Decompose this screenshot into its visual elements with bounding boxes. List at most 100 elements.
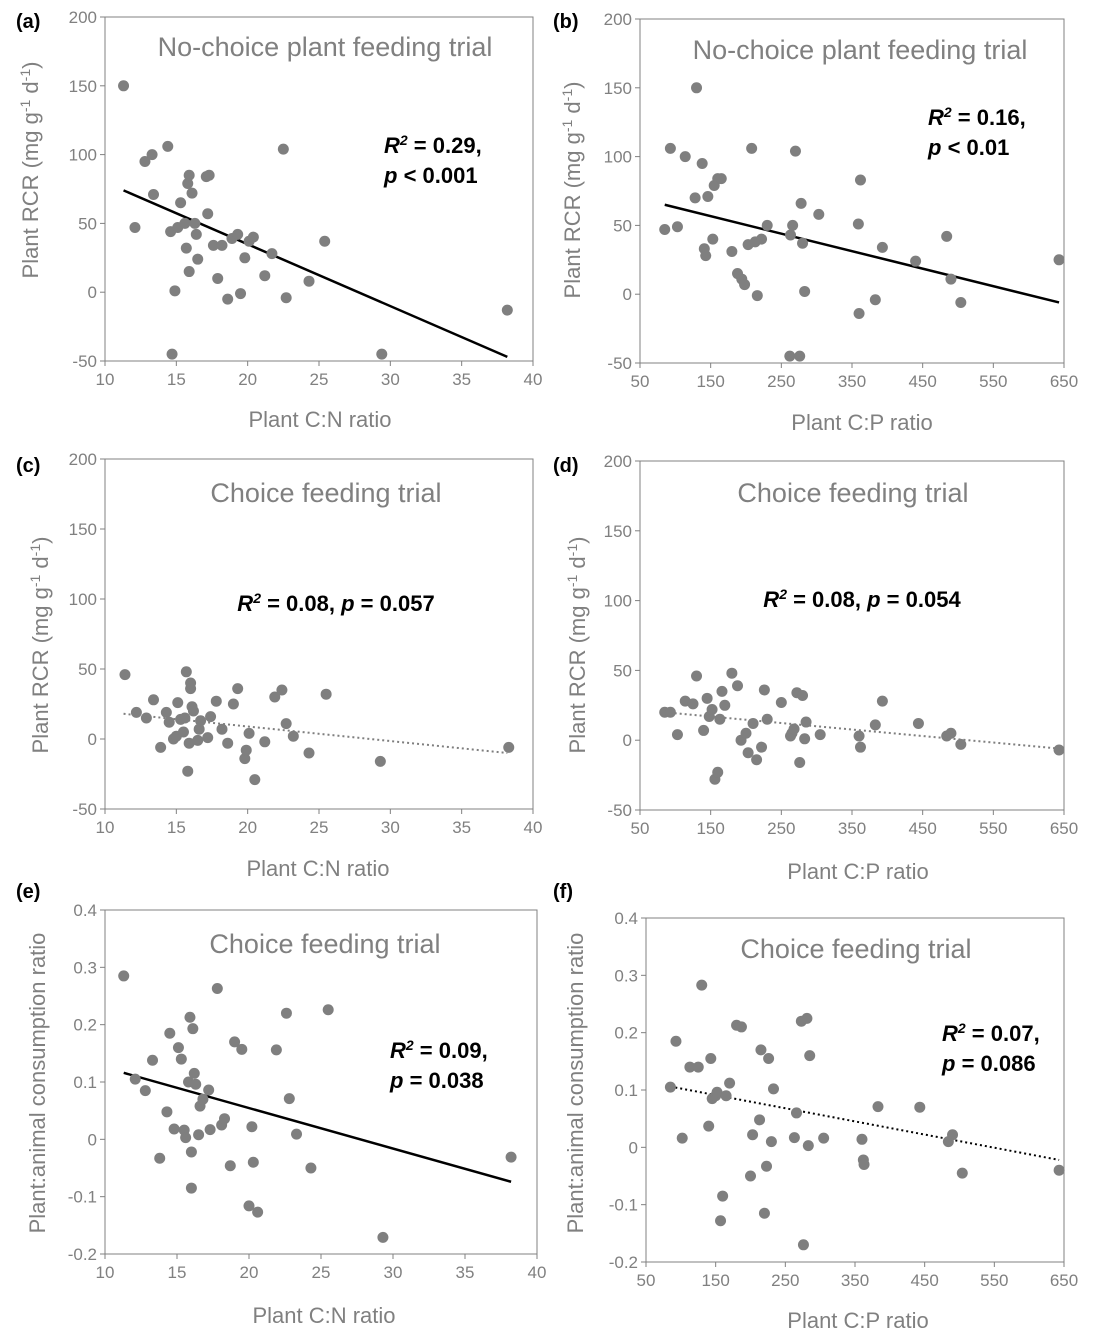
- x-tick-label: 350: [838, 372, 866, 391]
- y-tick-label: 0.3: [614, 966, 638, 985]
- data-point: [227, 698, 239, 710]
- y-tick-label: 50: [613, 661, 632, 680]
- data-point: [119, 669, 131, 681]
- data-point: [720, 1090, 732, 1102]
- stat-annotation: p < 0.001: [383, 163, 478, 188]
- stat-annotation: p < 0.01: [927, 135, 1009, 160]
- data-point: [797, 237, 809, 249]
- data-point: [756, 233, 768, 245]
- data-point: [687, 698, 699, 710]
- data-point: [216, 723, 228, 735]
- panel-label: (f): [553, 881, 573, 903]
- data-point: [664, 142, 676, 154]
- data-point: [659, 224, 671, 236]
- data-point: [691, 82, 703, 94]
- data-point: [799, 733, 811, 745]
- data-point: [187, 1023, 199, 1035]
- y-tick-label: 0.2: [614, 1024, 638, 1043]
- data-point: [756, 741, 768, 753]
- y-tick-label: -0.2: [68, 1245, 97, 1264]
- data-point: [707, 233, 719, 245]
- data-point: [182, 765, 194, 777]
- data-point: [179, 712, 191, 724]
- data-point: [229, 1036, 241, 1048]
- x-tick-label: 15: [167, 818, 186, 837]
- panel-title: No-choice plant feeding trial: [158, 32, 493, 62]
- y-tick-label: 150: [69, 520, 97, 539]
- x-tick-label: 35: [456, 1263, 475, 1282]
- stat-annotation: p = 0.086: [941, 1051, 1036, 1076]
- data-point: [185, 1182, 197, 1194]
- data-point: [1053, 1164, 1065, 1176]
- data-point: [259, 736, 271, 748]
- data-point: [726, 246, 738, 258]
- data-point: [222, 737, 234, 749]
- stat-annotation: R2 = 0.08, p = 0.057: [237, 590, 434, 616]
- data-point: [676, 1132, 688, 1144]
- data-point: [869, 719, 881, 731]
- x-tick-label: 550: [980, 1271, 1008, 1290]
- x-tick-label: 650: [1050, 1271, 1078, 1290]
- data-point: [377, 1231, 389, 1243]
- data-point: [175, 197, 187, 209]
- data-point: [691, 670, 703, 682]
- panel-c: -50 0 50 100 150 200 10 15 20 25 30 35 40 (c) Choice f…: [16, 450, 542, 881]
- data-point: [203, 169, 215, 181]
- data-point: [664, 1081, 676, 1093]
- data-point: [735, 1021, 747, 1033]
- data-point: [775, 697, 787, 709]
- data-point: [172, 1042, 184, 1054]
- plot-frame: [639, 18, 1065, 364]
- data-point: [797, 690, 809, 702]
- x-axis-label: Plant C:P ratio: [791, 410, 932, 435]
- plot-frame: [104, 16, 534, 362]
- y-axis-label: Plant RCR (mg g-1 d-1): [17, 62, 43, 279]
- stat-annotation: R2 = 0.29,: [384, 132, 482, 158]
- data-point: [162, 140, 174, 152]
- trend-line: [123, 712, 508, 754]
- x-tick-label: 10: [96, 370, 115, 389]
- data-point: [804, 1050, 816, 1062]
- y-tick-label: 200: [604, 10, 632, 29]
- data-point: [148, 694, 160, 706]
- panel-title: Choice feeding trial: [210, 478, 441, 508]
- x-tick-label: 50: [631, 372, 650, 391]
- data-point: [130, 706, 142, 718]
- data-point: [751, 754, 763, 766]
- data-point: [716, 685, 728, 697]
- data-point: [202, 208, 214, 220]
- data-point: [853, 307, 865, 319]
- data-point: [266, 248, 278, 260]
- data-point: [715, 173, 727, 185]
- data-point: [175, 1053, 187, 1065]
- x-tick-label: 450: [908, 372, 936, 391]
- data-point: [222, 293, 234, 305]
- data-point: [239, 252, 251, 264]
- data-point: [249, 774, 261, 786]
- data-point: [712, 766, 724, 778]
- data-point: [232, 228, 244, 240]
- data-point: [197, 1093, 209, 1105]
- data-point: [724, 1077, 736, 1089]
- trend-line: [664, 711, 1060, 750]
- x-tick-label: 650: [1050, 819, 1078, 838]
- data-point: [945, 727, 957, 739]
- data-point: [183, 169, 195, 181]
- y-tick-label: 0: [88, 730, 97, 749]
- data-point: [322, 1004, 334, 1016]
- panel-a: -50 0 50 100 150 200 10 15 20 25 30 35 40 (a) No-choic…: [16, 8, 542, 432]
- data-point: [180, 1132, 192, 1144]
- data-point: [795, 197, 807, 209]
- y-tick-label: 0: [629, 1138, 638, 1157]
- x-tick-label: 40: [524, 818, 543, 837]
- y-tick-label: 100: [69, 590, 97, 609]
- data-point: [787, 219, 799, 231]
- x-tick-label: 10: [96, 818, 115, 837]
- data-point: [719, 699, 731, 711]
- data-point: [671, 729, 683, 741]
- y-tick-label: 0.1: [73, 1073, 97, 1092]
- data-point: [276, 684, 288, 696]
- data-point: [761, 1160, 773, 1172]
- x-tick-label: 150: [696, 372, 724, 391]
- data-point: [195, 715, 207, 727]
